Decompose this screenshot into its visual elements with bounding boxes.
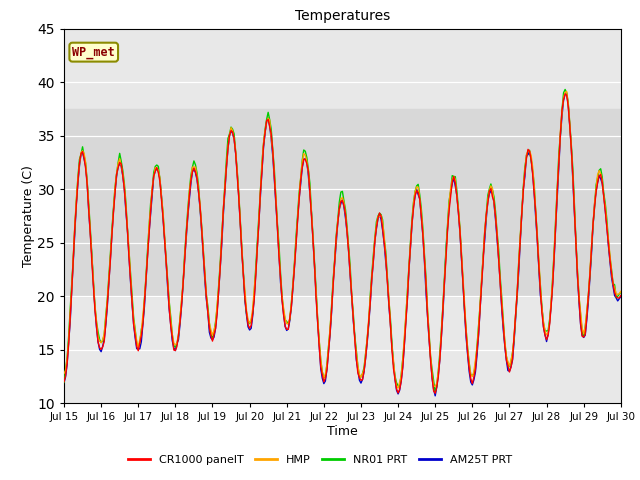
Text: WP_met: WP_met <box>72 46 115 59</box>
Legend: CR1000 panelT, HMP, NR01 PRT, AM25T PRT: CR1000 panelT, HMP, NR01 PRT, AM25T PRT <box>124 451 516 469</box>
Y-axis label: Temperature (C): Temperature (C) <box>22 165 35 267</box>
X-axis label: Time: Time <box>327 425 358 438</box>
Title: Temperatures: Temperatures <box>295 10 390 24</box>
Bar <box>64 109 621 296</box>
